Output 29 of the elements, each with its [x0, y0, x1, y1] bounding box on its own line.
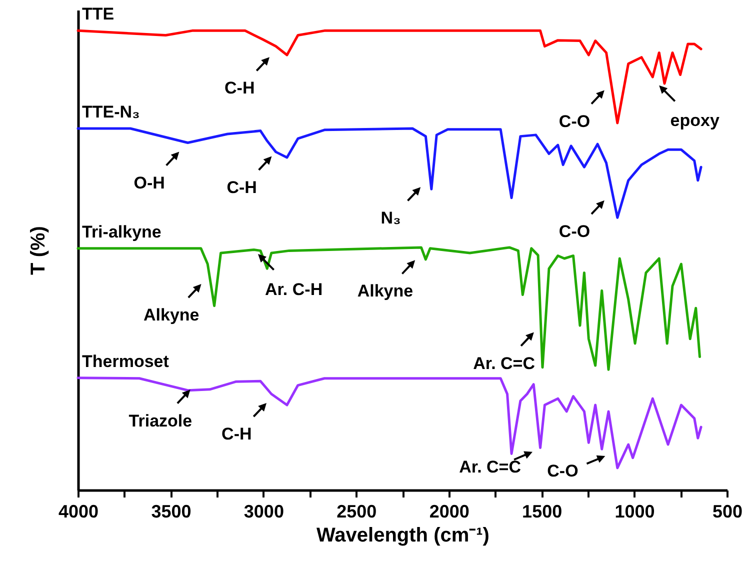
annotation: C-H	[224, 78, 255, 98]
annotation: Alkyne	[144, 306, 200, 325]
annotation: Alkyne	[357, 282, 414, 301]
annotation: C-H	[222, 424, 252, 444]
annotation: Ar. C=C	[473, 354, 535, 373]
y-axis-title: T (%)	[28, 226, 50, 275]
annotation: epoxy	[670, 111, 720, 130]
annotation: C-O	[547, 462, 578, 481]
series-label: TTE-N₃	[82, 102, 140, 122]
x-tick-label: 1000	[614, 502, 655, 522]
x-tick-label: 3500	[151, 502, 192, 522]
series-label: Thermoset	[82, 352, 170, 371]
annotation: C-H	[226, 178, 257, 197]
x-tick-label: 3000	[244, 502, 284, 522]
annotation: Triazole	[128, 411, 192, 430]
annotation: Ar. C-H	[264, 280, 323, 299]
annotation: C-O	[558, 222, 590, 242]
series-label: Tri-alkyne	[82, 222, 162, 242]
x-axis-title: Wavelength (cm⁻¹)	[316, 524, 490, 546]
x-tick-label: 1500	[522, 502, 562, 522]
annotation: N₃	[380, 208, 401, 228]
series-label: TTE	[82, 4, 114, 24]
x-tick-label: 2000	[429, 502, 470, 522]
x-tick-label: 2500	[336, 502, 377, 522]
annotation: C-O	[558, 112, 590, 131]
annotation: Ar. C=C	[459, 458, 521, 477]
x-tick-label: 500	[712, 502, 743, 522]
annotation: O-H	[134, 173, 165, 192]
x-tick-label: 4000	[58, 502, 99, 522]
